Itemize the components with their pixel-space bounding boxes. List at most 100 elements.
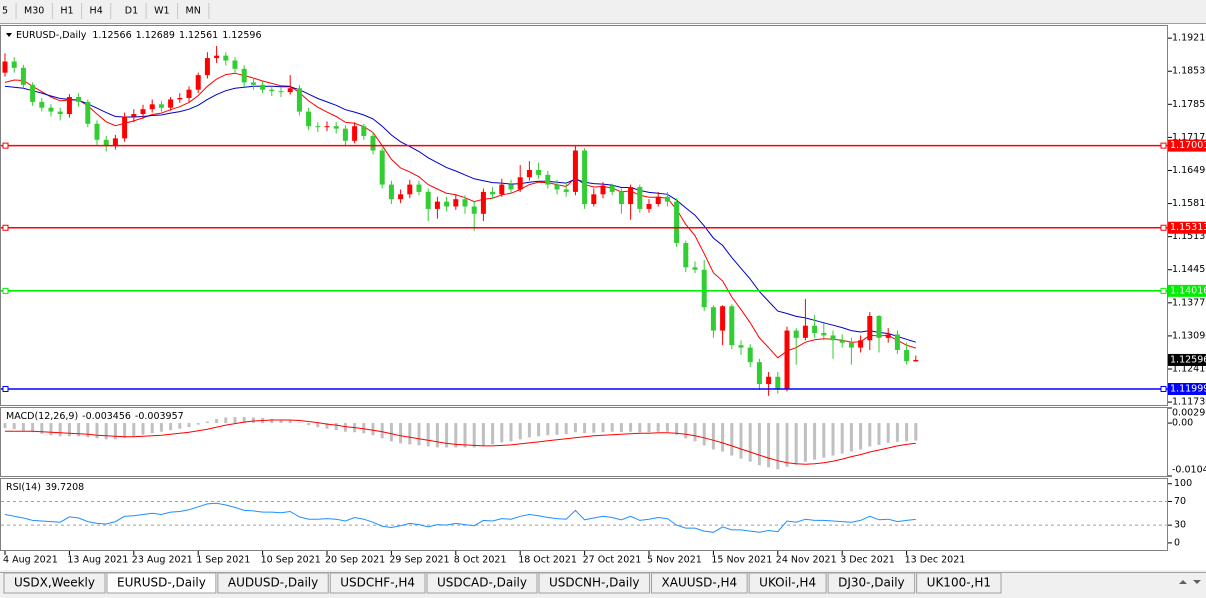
x-tick-label: 13 Aug 2021 [67,555,128,566]
tab-label[interactable]: USDCAD-,Daily [437,576,527,590]
candle-body [30,84,36,102]
timeframe-button[interactable]: W1 [154,6,169,17]
candle-body [131,114,137,117]
symbol-tab[interactable]: UK100-,H1 [916,572,1002,594]
rsi-title: RSI(14) [6,482,41,493]
y-tick-label: 1.15810 [1172,198,1206,209]
level-label-bg [1168,221,1206,234]
y-tick-label: 1.16490 [1172,165,1206,176]
candle-body [471,206,477,214]
macd-bar [399,423,403,444]
macd-bar [537,423,541,437]
macd-bar [656,423,660,432]
candle-body [66,97,72,115]
tab-scroll-up[interactable] [1179,580,1187,584]
macd-bar [307,423,311,426]
candle-body [204,58,210,76]
x-tick-label: 29 Sep 2021 [389,555,449,566]
candle-body [388,184,394,200]
tab-label[interactable]: DJ30-,Daily [838,576,905,590]
macd-header: MACD(12,26,9) -0.003456 -0.003957 [6,411,184,422]
macd-bar [601,423,605,433]
candle-body [701,269,707,308]
macd-bar [251,417,255,424]
macd-bar [803,423,807,462]
macd-bar [914,423,918,441]
symbol-tab[interactable]: USDX,Weekly [3,572,106,594]
macd-bar [592,423,596,433]
macd-bar [638,423,642,433]
candle-body [664,196,670,202]
candle-body [793,330,799,338]
tab-label[interactable]: EURUSD-,Daily [117,576,206,590]
tab-label[interactable]: USDCNH-,Daily [549,576,640,590]
tab-label[interactable]: AUDUSD-,Daily [228,576,318,590]
price-pane [0,25,1168,406]
y-tick-label: 1.19210 [1172,33,1206,44]
candle-body [600,185,606,195]
timeframe-button[interactable]: M30 [24,6,44,17]
macd-bar [380,423,384,439]
macd-signal [5,419,916,465]
tab-label[interactable]: USDCHF-,H4 [340,576,415,590]
macd-bar [730,423,734,456]
candle-body [223,55,229,61]
tab-label[interactable]: UK100-,H1 [927,576,991,590]
timeframe-button[interactable]: H1 [60,6,73,17]
tab-scroll-down[interactable] [1193,580,1201,584]
macd-bar [831,423,835,456]
symbol-tab[interactable]: UKOil-,H4 [748,572,827,594]
tab-bg [748,572,827,594]
tab-label[interactable]: USDX,Weekly [14,576,95,590]
timeframe-button[interactable]: D1 [125,6,138,17]
symbol-tab[interactable]: AUDUSD-,Daily [217,572,329,594]
timeframe-button[interactable]: MN [186,6,201,17]
timeframe-button[interactable]: 5 [2,6,8,17]
level-label-bg [1168,284,1206,297]
candle-body [407,184,413,195]
macd-bar [95,423,99,439]
macd-bar [297,422,301,424]
macd-bar [702,423,706,446]
macd-bar [371,423,375,436]
x-tick-label: 18 Oct 2021 [518,555,577,566]
macd-bar [104,423,108,440]
candle-body [324,126,330,128]
candle-body [195,75,201,90]
macd-bar [205,421,209,424]
symbol-tab[interactable]: DJ30-,Daily [827,572,916,594]
macd-bar [40,423,44,434]
macd-bar [583,423,587,434]
timeframe-button[interactable]: H4 [90,6,103,17]
tab-label[interactable]: XAUUSD-,H4 [662,576,738,590]
symbol-tab[interactable]: XAUUSD-,H4 [651,572,748,594]
candle-body [361,126,367,136]
candle-body [315,126,321,128]
candle-body [122,116,128,139]
macd-bar [518,423,522,440]
macd-bar [279,420,283,424]
symbol-tab[interactable]: USDCNH-,Daily [538,572,651,594]
symbol-tab[interactable]: EURUSD-,Daily [106,572,217,594]
symbol-tab[interactable]: USDCAD-,Daily [426,572,538,594]
candle-body [508,184,514,190]
level-anchor [1160,224,1167,231]
candle-body [784,330,790,389]
symbol-tab[interactable]: USDCHF-,H4 [329,572,426,594]
macd-bar [647,423,651,433]
macd-bar [886,423,890,443]
macd-bar [12,423,16,430]
macd-bar [169,423,173,431]
tab-label[interactable]: UKOil-,H4 [759,576,816,590]
macd-bar [123,423,127,438]
last-open: 1.12566 [92,30,131,41]
macd-bar [426,423,430,447]
candle-body [112,138,118,146]
candle-body [20,67,26,85]
last-close: 1.12596 [222,30,261,41]
macd-bar [546,423,550,436]
macd-title: MACD(12,26,9) [6,411,78,422]
level-label: 1.14016 [1170,285,1206,296]
macd-bar [822,423,826,458]
y-tick-label: 1.17850 [1172,99,1206,110]
